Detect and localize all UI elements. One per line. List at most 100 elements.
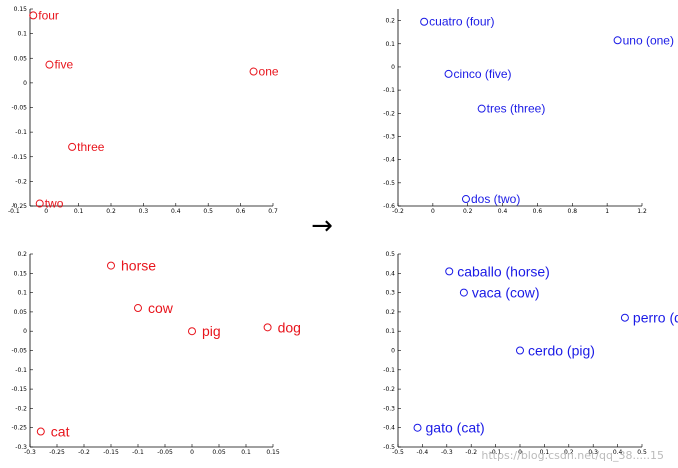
data-point-label: perro (dog) (633, 310, 678, 326)
x-tick-label: -0.4 (417, 449, 429, 456)
data-point-marker (107, 261, 115, 270)
y-tick-label: -0.2 (15, 178, 27, 185)
y-tick-label: 0.2 (17, 251, 27, 258)
data-point-marker (516, 346, 524, 355)
data-point-label: horse (121, 258, 156, 274)
x-tick-label: 0.1 (241, 449, 251, 456)
y-tick-label: -0.05 (11, 105, 27, 112)
y-tick-label: -0.5 (383, 444, 395, 451)
x-tick-label: 0 (190, 449, 194, 456)
y-tick-label: -0.3 (383, 133, 395, 140)
y-tick-label: 0 (391, 348, 395, 355)
data-point-label: dog (278, 319, 301, 335)
arrow-right-icon: → (311, 211, 333, 241)
data-point-marker (36, 427, 45, 436)
y-tick-label: 0.05 (14, 55, 28, 62)
data-point-label: gato (cat) (426, 420, 485, 436)
data-point-label: vaca (cow) (472, 285, 540, 301)
data-point-marker (459, 288, 468, 297)
y-tick-label: 0.15 (14, 6, 28, 13)
data-point-marker (45, 60, 54, 69)
x-tick-label: 0.7 (268, 208, 278, 215)
scatter-panel: -0.3 -0.25 -0.2 -0.15 -0.1 -0.05 0 0.05 0.1 0.15 -… (11, 251, 300, 456)
x-tick-label: 1 (605, 208, 609, 215)
data-point-label: cat (51, 424, 70, 440)
y-tick-label: 0.1 (385, 328, 395, 335)
data-point-label: cerdo (pig) (528, 343, 595, 359)
y-tick-label: -0.2 (15, 405, 27, 412)
x-tick-label: 0.2 (106, 208, 116, 215)
x-tick-label: 0.05 (212, 449, 226, 456)
y-tick-label: -0.2 (383, 386, 395, 393)
data-point-marker (477, 104, 486, 113)
scatter-panel: -0.2 0 0.2 0.4 0.6 0.8 1 1.2 -0.6 -0.5 -0.4 -0.3 -0.… (383, 9, 674, 215)
x-tick-label: 0.1 (540, 449, 550, 456)
data-point-marker (188, 327, 196, 336)
x-tick-label: -0.1 (8, 208, 20, 215)
data-point-label: pig (202, 323, 221, 339)
x-tick-label: 0.4 (498, 208, 508, 215)
x-tick-label: 0 (44, 208, 48, 215)
data-point-label: uno (one) (623, 33, 674, 47)
y-tick-label: 0.1 (17, 290, 27, 297)
data-point-marker (68, 142, 77, 151)
data-point-label: five (54, 58, 73, 72)
data-point-label: cuatro (four) (429, 15, 494, 29)
y-tick-label: -0.15 (11, 154, 27, 161)
data-point-label: cow (148, 300, 174, 316)
watermark-text: https://blog.csdn.net/qq_38.....15 (481, 449, 664, 462)
data-point-marker (413, 423, 422, 432)
data-point-marker (134, 304, 142, 313)
y-tick-label: 0 (391, 64, 395, 71)
y-tick-label: -0.4 (383, 157, 395, 164)
y-tick-label: -0.3 (383, 405, 395, 412)
x-tick-label: 0.4 (171, 208, 181, 215)
y-tick-label: -0.4 (383, 425, 395, 432)
data-point-label: caballo (horse) (457, 263, 550, 279)
y-tick-label: 0.1 (385, 41, 395, 48)
x-tick-label: 0.1 (74, 208, 84, 215)
data-point-marker (613, 36, 622, 45)
x-tick-label: -0.3 (24, 449, 36, 456)
data-point-marker (249, 67, 258, 76)
x-tick-label: 0.15 (266, 449, 280, 456)
data-point-marker (29, 11, 38, 20)
y-tick-label: -0.05 (11, 348, 27, 355)
x-tick-label: -0.2 (392, 208, 404, 215)
y-tick-label: 0.05 (14, 309, 28, 316)
y-tick-label: -0.1 (383, 367, 395, 374)
y-tick-label: -0.25 (11, 203, 27, 210)
y-tick-label: -0.3 (15, 444, 27, 451)
x-tick-label: -0.25 (49, 449, 65, 456)
x-tick-label: 0.2 (564, 449, 574, 456)
y-tick-label: 0.15 (14, 270, 28, 277)
y-tick-label: 0.3 (385, 290, 395, 297)
y-tick-label: 0.4 (385, 270, 395, 277)
x-tick-label: 0.8 (568, 208, 578, 215)
data-point-marker (35, 199, 44, 208)
data-point-label: cinco (five) (454, 67, 512, 81)
x-tick-label: -0.15 (103, 449, 119, 456)
data-point-marker (263, 323, 272, 332)
data-point-marker (445, 267, 454, 276)
x-tick-label: -0.2 (465, 449, 477, 456)
x-tick-label: 0.3 (588, 449, 598, 456)
scatter-panel: -0.5 -0.4 -0.3 -0.2 -0.1 0 0.1 0.2 0.3 0.4 0.5 -0.5… (383, 251, 678, 456)
data-point-label: dos (two) (471, 192, 520, 206)
x-tick-label: 0 (518, 449, 522, 456)
y-tick-label: 0 (23, 328, 27, 335)
data-point-marker (444, 69, 453, 78)
y-tick-label: -0.5 (383, 180, 395, 187)
data-point-marker (420, 17, 429, 26)
x-tick-label: -0.5 (392, 449, 404, 456)
data-point-marker (620, 313, 629, 322)
x-tick-label: -0.1 (132, 449, 144, 456)
x-tick-label: 0.6 (533, 208, 543, 215)
data-point-label: one (259, 65, 279, 79)
x-tick-label: -0.2 (78, 449, 90, 456)
y-tick-label: -0.15 (11, 386, 27, 393)
x-tick-label: -0.05 (157, 449, 173, 456)
data-point-label: three (77, 140, 105, 154)
x-tick-label: 0.5 (203, 208, 213, 215)
x-tick-label: -0.1 (490, 449, 502, 456)
